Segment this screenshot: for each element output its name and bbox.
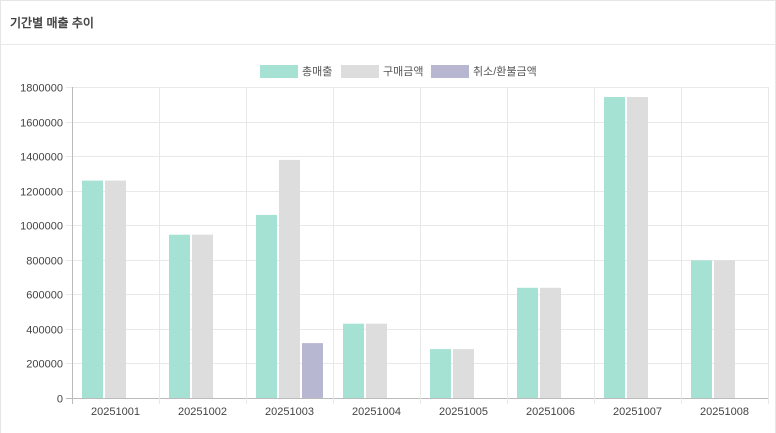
x-tick-label: 20251004 xyxy=(352,406,401,418)
bar-1-20251006[interactable] xyxy=(540,287,561,398)
y-tick-label: 400000 xyxy=(26,325,63,337)
legend-item[interactable]: 구매금액 xyxy=(341,65,423,78)
x-tick-label: 20251002 xyxy=(178,406,227,418)
bar-1-20251005[interactable] xyxy=(453,349,474,398)
legend-label: 구매금액 xyxy=(383,65,423,78)
panel-title: 기간별 매출 추이 xyxy=(10,16,94,30)
y-tick-label: 800000 xyxy=(26,256,63,268)
bar-1-20251007[interactable] xyxy=(627,97,648,398)
bar-series xyxy=(82,97,735,398)
legend-swatch xyxy=(431,65,469,78)
bar-0-20251006[interactable] xyxy=(517,287,538,398)
y-tick-label: 600000 xyxy=(26,290,63,302)
bar-1-20251002[interactable] xyxy=(192,234,213,398)
x-tick-label: 20251008 xyxy=(700,406,749,418)
bar-0-20251005[interactable] xyxy=(430,349,451,398)
legend-label: 취소/환불금액 xyxy=(473,65,537,78)
bar-0-20251002[interactable] xyxy=(169,234,190,398)
x-tick-label: 20251005 xyxy=(439,406,488,418)
x-tick-label: 20251001 xyxy=(91,406,140,418)
x-tick-label: 20251003 xyxy=(265,406,314,418)
legend-item[interactable]: 취소/환불금액 xyxy=(431,65,537,78)
x-tick-label: 20251006 xyxy=(526,406,575,418)
bar-2-20251003[interactable] xyxy=(302,343,323,398)
bar-0-20251003[interactable] xyxy=(256,214,277,398)
bar-0-20251007[interactable] xyxy=(604,97,625,398)
y-tick-label: 1400000 xyxy=(20,152,63,164)
y-tick-label: 1200000 xyxy=(20,187,63,199)
legend-label: 총매출 xyxy=(302,65,332,78)
x-tick-label: 20251007 xyxy=(613,406,662,418)
y-tick-label: 1600000 xyxy=(20,118,63,130)
bar-0-20251001[interactable] xyxy=(82,180,103,398)
bar-1-20251004[interactable] xyxy=(366,323,387,398)
y-tick-label: 1800000 xyxy=(20,83,63,95)
y-tick-label: 200000 xyxy=(26,359,63,371)
bar-0-20251004[interactable] xyxy=(343,323,364,398)
bar-1-20251003[interactable] xyxy=(279,159,300,398)
legend[interactable]: 총매출 구매금액 취소/환불금액 xyxy=(260,65,537,78)
bar-1-20251008[interactable] xyxy=(714,260,735,398)
legend-swatch xyxy=(260,65,298,78)
legend-swatch xyxy=(341,65,379,78)
bar-1-20251001[interactable] xyxy=(105,180,126,398)
panel-header: 기간별 매출 추이 xyxy=(1,1,775,45)
bar-0-20251008[interactable] xyxy=(691,260,712,398)
y-tick-label: 0 xyxy=(57,394,63,406)
legend-item[interactable]: 총매출 xyxy=(260,65,332,78)
y-tick-label: 1000000 xyxy=(20,221,63,233)
axes: 0 200000 400000 600000 800000 1000000 1200000 1… xyxy=(20,83,749,419)
